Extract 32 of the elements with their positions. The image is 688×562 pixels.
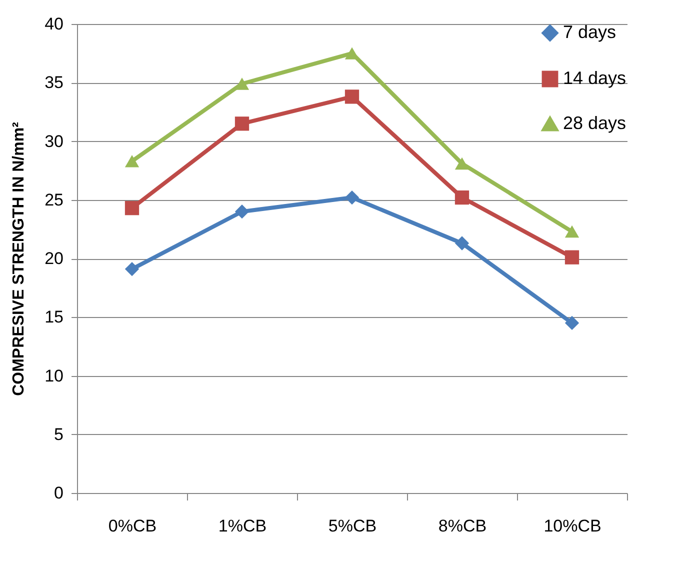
y-axis-title: COMPRESIVE STRENGTH IN N/mm²: [10, 122, 28, 396]
x-tick-label: 8%CB: [438, 516, 487, 536]
point: [234, 116, 250, 131]
legend-label: 28 days: [563, 113, 626, 133]
point: [454, 190, 470, 205]
legend-label: 14 days: [563, 68, 626, 88]
point: [124, 155, 140, 168]
point: [234, 204, 250, 219]
y-tick-label: 35: [44, 73, 64, 92]
point: [564, 225, 580, 238]
y-tick-label: 30: [44, 132, 64, 151]
point: [344, 90, 360, 104]
point: [454, 236, 470, 250]
point: [564, 250, 580, 264]
y-tick-label: 15: [44, 308, 64, 327]
point: [454, 157, 470, 170]
point: [234, 78, 250, 90]
y-tick-label: 20: [44, 249, 64, 268]
y-tick-label: 0: [54, 484, 64, 502]
legend-label: 7 days: [563, 22, 616, 42]
point: [124, 201, 140, 216]
point: [564, 316, 580, 330]
y-tick-label: 5: [54, 424, 64, 444]
point: [124, 262, 140, 276]
y-tick-label: 10: [44, 366, 64, 386]
x-tick-label: 10%CB: [544, 516, 602, 536]
point: [344, 190, 360, 205]
x-tick-label: 5%CB: [328, 516, 377, 536]
y-tick-label: 25: [44, 190, 64, 210]
x-tick-label: 0%CB: [108, 516, 157, 536]
y-tick-label: 40: [44, 14, 64, 34]
x-tick-label: 1%CB: [218, 516, 267, 536]
